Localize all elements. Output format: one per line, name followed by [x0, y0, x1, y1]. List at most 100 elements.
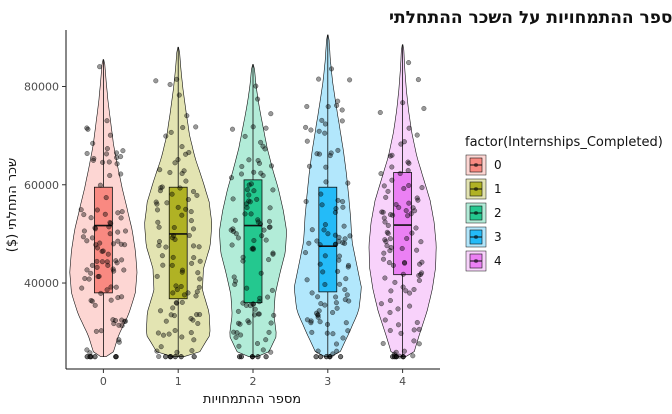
data-point: [93, 242, 99, 248]
data-point: [333, 300, 339, 306]
data-point: [328, 150, 334, 156]
data-point: [81, 212, 87, 218]
data-point: [316, 76, 322, 82]
data-point: [338, 354, 344, 360]
data-point: [386, 260, 392, 266]
legend-label-2: 2: [494, 206, 502, 220]
data-point: [159, 253, 165, 259]
data-point: [418, 271, 424, 278]
data-point: [324, 321, 331, 327]
data-point: [243, 201, 250, 207]
legend-point-3: [474, 235, 478, 239]
data-point: [103, 151, 110, 157]
data-point: [381, 215, 387, 221]
data-point: [342, 240, 348, 246]
data-point: [108, 297, 114, 303]
data-point: [407, 290, 413, 296]
data-point: [154, 273, 160, 279]
data-point: [337, 281, 343, 287]
data-point: [262, 146, 268, 152]
data-point: [304, 317, 310, 323]
data-point: [242, 211, 248, 217]
data-point: [261, 227, 267, 233]
legend-point-2: [474, 211, 478, 215]
data-point: [110, 266, 116, 272]
data-point: [388, 288, 394, 294]
data-point: [118, 215, 124, 221]
data-point: [266, 224, 272, 230]
data-point: [381, 250, 387, 256]
data-point: [247, 199, 253, 205]
data-point: [387, 309, 393, 316]
data-point: [405, 213, 411, 219]
data-point: [421, 105, 427, 112]
data-point: [270, 250, 276, 256]
data-point: [113, 354, 119, 360]
data-point: [118, 154, 124, 160]
data-point: [303, 198, 309, 205]
data-point: [175, 157, 181, 163]
data-point: [335, 268, 341, 274]
data-point: [401, 139, 407, 145]
data-point: [378, 171, 384, 177]
data-point: [309, 227, 315, 233]
data-point: [317, 319, 323, 325]
data-point: [170, 254, 176, 260]
data-point: [163, 354, 169, 360]
data-point: [245, 318, 251, 324]
legend: factor(Internships_Completed) 0 1 2 3 4: [465, 135, 663, 272]
data-point: [393, 354, 399, 360]
data-point: [387, 248, 393, 254]
data-point: [341, 223, 347, 229]
y-axis-title: שכר התחלתי ($): [5, 158, 20, 252]
data-point: [80, 234, 86, 240]
data-point: [334, 305, 340, 311]
data-point: [398, 141, 404, 147]
data-point: [159, 184, 165, 190]
data-point: [244, 187, 250, 193]
data-point: [249, 246, 255, 252]
data-point: [389, 164, 395, 170]
data-point: [179, 269, 185, 275]
data-point: [304, 103, 310, 110]
legend-point-0: [474, 163, 478, 167]
data-point: [113, 284, 119, 290]
data-point: [267, 205, 273, 211]
data-point: [340, 204, 346, 210]
data-point: [406, 125, 412, 131]
data-point: [405, 167, 411, 174]
data-point: [339, 118, 345, 124]
data-point: [257, 295, 263, 301]
data-point: [325, 231, 331, 237]
data-point: [167, 81, 173, 88]
data-point: [342, 236, 348, 242]
data-point: [411, 286, 417, 293]
data-point: [113, 150, 120, 156]
data-point: [322, 281, 328, 288]
legend-label-4: 4: [494, 254, 502, 268]
data-point: [181, 292, 187, 298]
data-point: [167, 169, 173, 176]
data-point: [236, 354, 243, 360]
data-point: [238, 171, 245, 177]
data-point: [304, 277, 310, 283]
data-point: [188, 209, 194, 215]
data-point: [168, 354, 174, 360]
data-point: [119, 209, 125, 215]
data-point: [270, 187, 276, 193]
data-point: [160, 262, 166, 268]
data-point: [345, 328, 351, 334]
data-point: [228, 227, 234, 233]
data-point: [336, 234, 342, 240]
data-point: [380, 209, 386, 215]
data-point: [160, 332, 167, 338]
data-point: [170, 305, 176, 311]
data-point: [323, 164, 329, 170]
data-point: [91, 155, 97, 162]
data-point: [381, 183, 387, 189]
data-point: [343, 276, 349, 282]
data-point: [110, 241, 117, 247]
data-point: [191, 255, 197, 261]
data-point: [88, 354, 94, 360]
